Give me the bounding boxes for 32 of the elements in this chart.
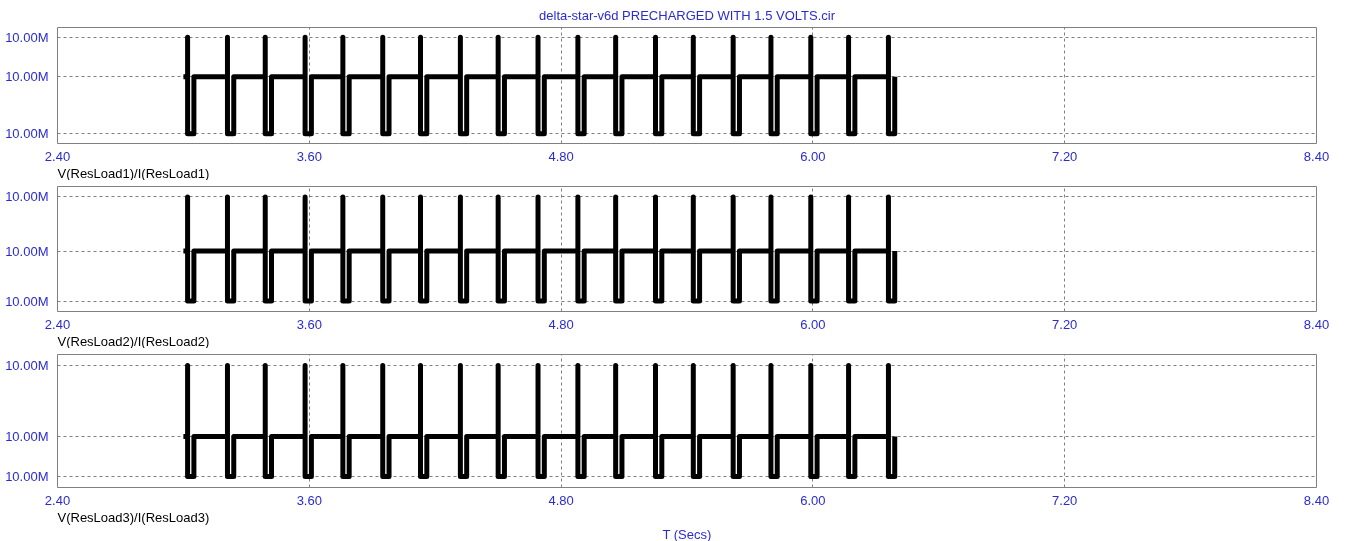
x-tick-label: 4.80 [548, 492, 574, 508]
text: 10.00M [5, 189, 49, 205]
text: V(ResLoad2)/I(ResLoad2) [57, 333, 210, 349]
text: 10.00M [5, 293, 49, 309]
text: 10.00M [5, 468, 49, 484]
text: 10.00M [5, 126, 49, 142]
chart-title: delta-star-v6d PRECHARGED WITH 1.5 VOLTS.cir [539, 7, 836, 23]
x-tick-label: 6.00 [800, 316, 826, 332]
text: 10.00M [5, 29, 49, 45]
text: V(ResLoad1)/I(ResLoad1) [57, 165, 210, 181]
x-tick-label: 7.20 [1052, 148, 1078, 164]
x-tick-label: 8.40 [1303, 148, 1330, 164]
x-tick-label: 4.80 [548, 316, 574, 332]
x-tick-label: 3.60 [296, 492, 322, 508]
x-axis-title: T (Secs) [662, 526, 712, 541]
x-tick-label: 7.20 [1052, 492, 1078, 508]
x-tick-label: 8.40 [1303, 492, 1330, 508]
x-tick-label: 2.40 [44, 316, 71, 332]
text: 10.00M [5, 69, 49, 85]
x-tick-label: 8.40 [1303, 316, 1330, 332]
x-tick-label: 6.00 [800, 148, 826, 164]
x-tick-label: 6.00 [800, 492, 826, 508]
x-tick-label: 7.20 [1052, 316, 1078, 332]
x-tick-label: 2.40 [44, 148, 71, 164]
text: 10.00M [5, 429, 49, 445]
x-tick-label: 3.60 [296, 148, 322, 164]
x-tick-label: 3.60 [296, 316, 322, 332]
x-tick-label: 4.80 [548, 148, 574, 164]
text: 10.00M [5, 358, 49, 374]
text: 10.00M [5, 243, 49, 259]
text: V(ResLoad3)/I(ResLoad3) [57, 509, 210, 525]
x-tick-label: 2.40 [44, 492, 71, 508]
